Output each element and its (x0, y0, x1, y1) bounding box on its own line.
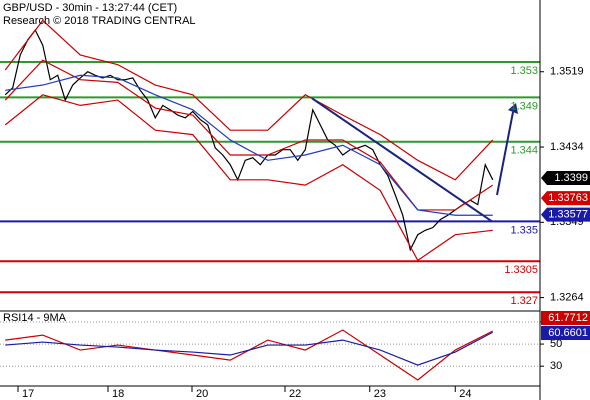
value-tag (541, 311, 590, 325)
level-label: 1.353 (510, 65, 538, 77)
rsi-title: RSI14 - 9MA (3, 312, 67, 324)
value-tag (541, 326, 590, 340)
series-line (311, 97, 493, 223)
x-tick-label: 18 (112, 388, 124, 400)
price-tag (541, 171, 590, 186)
y-tick-label: 1.3519 (550, 66, 584, 78)
forecast-arrowhead (508, 103, 518, 114)
chart-subtitle: Research © 2018 TRADING CENTRAL (3, 15, 196, 27)
series-line (5, 331, 494, 366)
series-line (4, 28, 494, 252)
x-tick-label: 24 (459, 388, 471, 400)
y-tick-label: 50 (550, 338, 562, 350)
series-line (4, 19, 494, 181)
level-label: 1.335 (510, 224, 538, 236)
y-tick-label: 30 (550, 360, 562, 372)
price-tag (541, 207, 590, 222)
series-line (5, 74, 493, 216)
price-tag-label: 1.33763 (548, 192, 588, 204)
price-tag-label: 1.33577 (548, 209, 588, 221)
y-tick-label: 1.3434 (550, 141, 584, 153)
level-label: 1.349 (510, 100, 538, 112)
chart-title: GBP/USD - 30min - 13:27:44 (CET) (3, 2, 177, 14)
price-tag-label: 1.3399 (554, 172, 588, 184)
plot-layer (0, 19, 540, 381)
x-tick-label: 17 (22, 388, 34, 400)
x-tick-label: 23 (374, 388, 386, 400)
price-tag (541, 191, 590, 206)
forecast-arrow (496, 111, 514, 196)
value-tag-label: 60.6601 (548, 327, 588, 339)
x-tick-label: 22 (289, 388, 301, 400)
level-label: 1.327 (510, 295, 538, 307)
value-tag-label: 61.7712 (548, 312, 588, 324)
series-line (4, 94, 493, 262)
x-tick-label: 20 (196, 388, 208, 400)
level-label: 1.3305 (504, 264, 538, 276)
y-tick-label: 1.3264 (550, 292, 584, 304)
level-label: 1.344 (510, 145, 538, 157)
